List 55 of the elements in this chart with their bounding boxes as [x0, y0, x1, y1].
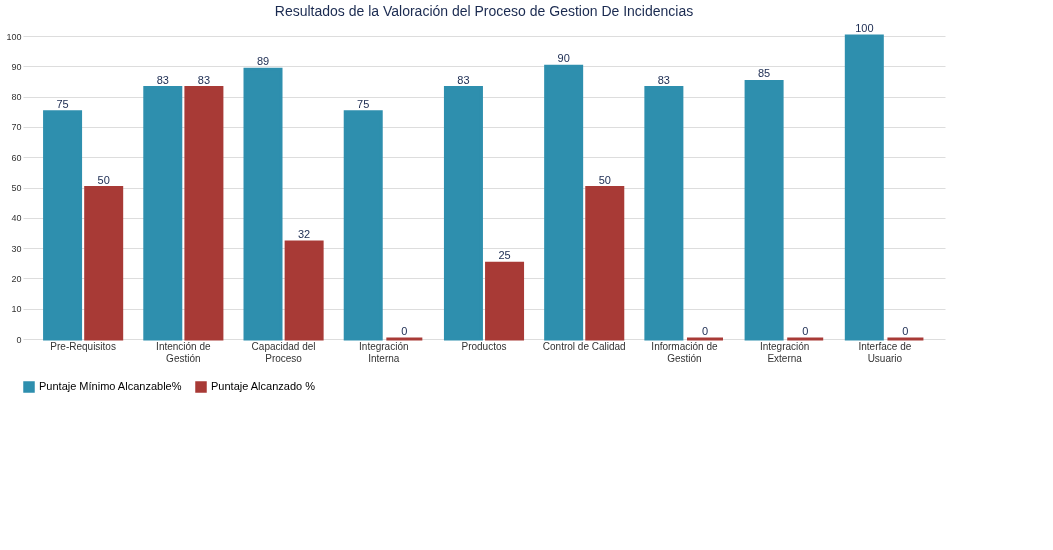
data-label: 90 [557, 52, 570, 65]
data-label: 0 [902, 325, 909, 337]
bar [443, 86, 483, 341]
legend-label: Puntaje Alcanzado % [211, 380, 316, 392]
y-tick-label: 60 [11, 152, 22, 163]
legend-label: Puntaje Mínimo Alcanzable% [39, 380, 182, 392]
x-tick-label: Integración Interna [359, 340, 409, 364]
y-tick-label: 30 [11, 243, 22, 254]
y-tick-label: 50 [11, 183, 22, 193]
bar [343, 110, 383, 341]
x-tick-label: Información de Gestión [651, 340, 718, 364]
y-tick-label: 90 [11, 61, 22, 72]
data-label: 83 [197, 73, 211, 86]
x-tick-label: Integración Externa [759, 340, 810, 364]
x-tick-label: Pre-Requisitos [50, 340, 116, 352]
y-tick-label: 80 [11, 92, 22, 103]
y-tick-label: 20 [11, 273, 22, 284]
bar [243, 67, 283, 341]
bar [644, 86, 684, 341]
bar [544, 64, 584, 341]
chart-title: Resultados de la Valoración del Proceso de Gestion De Incidencias [274, 3, 694, 19]
y-tick-label: 0 [16, 334, 22, 345]
data-label: 0 [701, 325, 709, 337]
bar [744, 79, 784, 341]
data-label: 83 [457, 73, 470, 86]
bar [585, 186, 625, 341]
data-label: 50 [598, 173, 611, 186]
data-label: 25 [498, 249, 511, 262]
data-label: 75 [56, 97, 69, 110]
data-label: 83 [156, 73, 169, 86]
data-label: 83 [657, 73, 670, 86]
data-label: 89 [256, 55, 270, 68]
x-tick-label: Control de Calidad [542, 340, 626, 352]
y-tick-label: 100 [6, 31, 22, 42]
data-label: 85 [757, 67, 771, 80]
data-label: 0 [802, 325, 809, 337]
bar [43, 110, 83, 341]
x-tick-label: Productos [461, 340, 507, 352]
bar [84, 186, 124, 341]
data-label: 50 [97, 173, 110, 186]
y-tick-label: 10 [11, 304, 22, 315]
data-label: 75 [357, 97, 370, 110]
bar [485, 261, 525, 341]
x-tick-label: Capacidad del Proceso [251, 340, 316, 364]
y-tick-label: 40 [11, 213, 22, 224]
bar [284, 240, 324, 341]
data-label: 100 [855, 22, 874, 34]
data-label: 0 [401, 325, 408, 337]
x-tick-label: Intención de Gestión [156, 340, 212, 364]
x-tick-label: Interface de Usuario [858, 340, 912, 364]
data-label: 32 [298, 228, 311, 241]
bar [143, 86, 183, 341]
bar [184, 86, 224, 341]
y-tick-label: 70 [11, 122, 22, 133]
bar [844, 34, 884, 341]
